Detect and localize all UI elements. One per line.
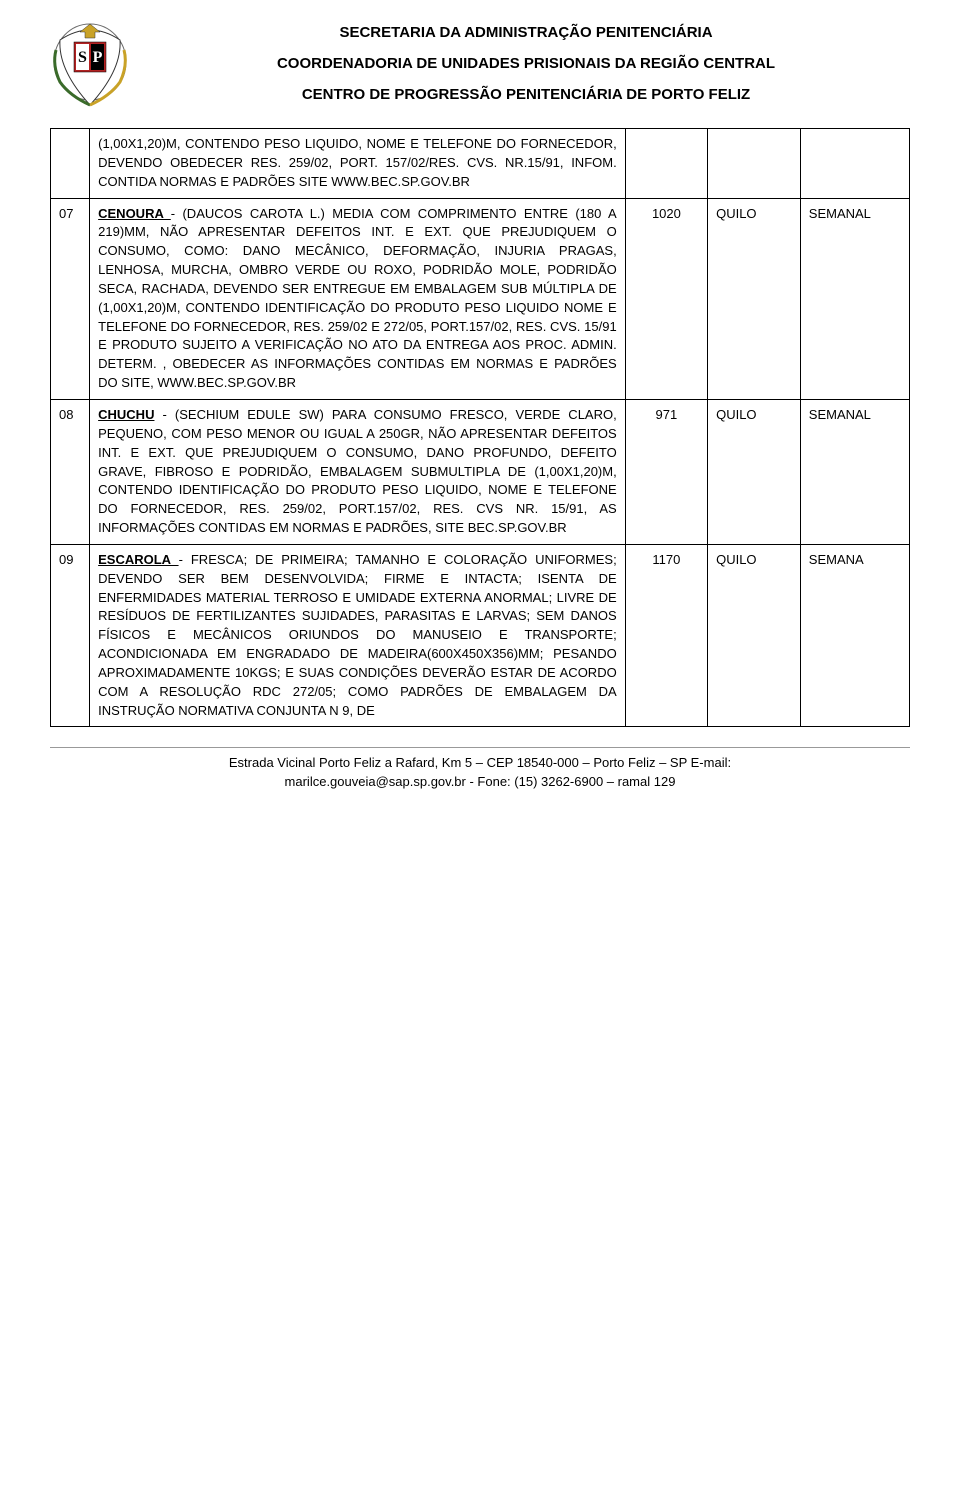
- document-header: S P SECRETARIA DA ADMINISTRAÇÃO PENITENC…: [50, 20, 910, 110]
- footer-line-1: Estrada Vicinal Porto Feliz a Rafard, Km…: [50, 754, 910, 772]
- header-line-1: SECRETARIA DA ADMINISTRAÇÃO PENITENCIÁRI…: [142, 24, 910, 41]
- items-table: (1,00X1,20)M, CONTENDO PESO LIQUIDO, NOM…: [50, 128, 910, 727]
- row-description: CHUCHU - (SECHIUM EDULE SW) PARA CONSUMO…: [90, 399, 626, 544]
- row-frequency: [800, 129, 909, 199]
- sp-state-seal-icon: S P: [50, 20, 130, 110]
- row-unit: QUILO: [708, 399, 801, 544]
- row-unit: [708, 129, 801, 199]
- row-description: CENOURA - (DAUCOS CAROTA L.) MEDIA COM C…: [90, 198, 626, 399]
- footer-line-2: marilce.gouveia@sap.sp.gov.br - Fone: (1…: [50, 773, 910, 791]
- item-title: ESCAROLA: [98, 552, 178, 567]
- row-description: (1,00X1,20)M, CONTENDO PESO LIQUIDO, NOM…: [90, 129, 626, 199]
- item-body: - (SECHIUM EDULE SW) PARA CONSUMO FRESCO…: [98, 407, 617, 535]
- table-row: 07CENOURA - (DAUCOS CAROTA L.) MEDIA COM…: [51, 198, 910, 399]
- row-frequency: SEMANAL: [800, 198, 909, 399]
- table-row: 09ESCAROLA - FRESCA; DE PRIMEIRA; TAMANH…: [51, 544, 910, 727]
- svg-text:P: P: [93, 49, 103, 66]
- item-body: - (DAUCOS CAROTA L.) MEDIA COM COMPRIMEN…: [98, 206, 617, 391]
- row-quantity: [625, 129, 707, 199]
- row-frequency: SEMANAL: [800, 399, 909, 544]
- row-quantity: 1020: [625, 198, 707, 399]
- item-title: CENOURA: [98, 206, 171, 221]
- item-body: - FRESCA; DE PRIMEIRA; TAMANHO E COLORAÇ…: [98, 552, 617, 718]
- row-quantity: 971: [625, 399, 707, 544]
- page-footer: Estrada Vicinal Porto Feliz a Rafard, Km…: [50, 747, 910, 790]
- svg-text:S: S: [78, 49, 87, 66]
- row-unit: QUILO: [708, 544, 801, 727]
- table-row: (1,00X1,20)M, CONTENDO PESO LIQUIDO, NOM…: [51, 129, 910, 199]
- row-quantity: 1170: [625, 544, 707, 727]
- header-line-3: CENTRO DE PROGRESSÃO PENITENCIÁRIA DE PO…: [142, 86, 910, 103]
- item-title: CHUCHU: [98, 407, 154, 422]
- row-number: 08: [51, 399, 90, 544]
- header-text-block: SECRETARIA DA ADMINISTRAÇÃO PENITENCIÁRI…: [142, 20, 910, 103]
- item-body: (1,00X1,20)M, CONTENDO PESO LIQUIDO, NOM…: [98, 136, 617, 189]
- row-number: [51, 129, 90, 199]
- row-number: 09: [51, 544, 90, 727]
- row-number: 07: [51, 198, 90, 399]
- page: S P SECRETARIA DA ADMINISTRAÇÃO PENITENC…: [0, 0, 960, 821]
- row-frequency: SEMANA: [800, 544, 909, 727]
- row-description: ESCAROLA - FRESCA; DE PRIMEIRA; TAMANHO …: [90, 544, 626, 727]
- header-line-2: COORDENADORIA DE UNIDADES PRISIONAIS DA …: [142, 55, 910, 72]
- table-row: 08CHUCHU - (SECHIUM EDULE SW) PARA CONSU…: [51, 399, 910, 544]
- row-unit: QUILO: [708, 198, 801, 399]
